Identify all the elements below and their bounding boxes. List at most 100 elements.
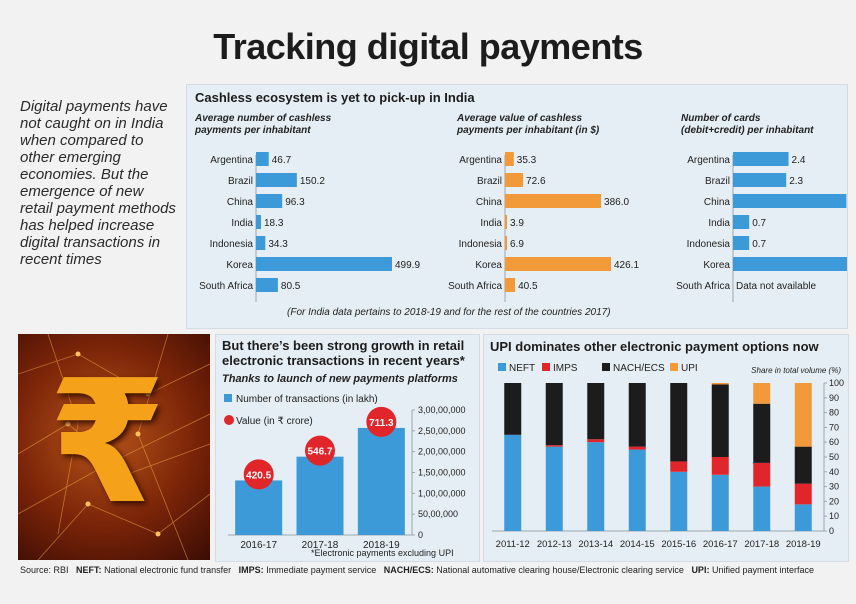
chart3-value-label: 0.7 xyxy=(752,239,766,250)
chart1-bar xyxy=(256,278,278,292)
imps-key: IMPS: xyxy=(238,565,264,575)
cashless-note: (For India data pertains to 2018-19 and … xyxy=(287,307,611,318)
source-text: Source: RBI xyxy=(20,565,69,575)
legend-nach-ecs-swatch xyxy=(602,363,610,371)
chart3-category-label: India xyxy=(708,218,730,229)
mid-ytick-label: 1,00,00,000 xyxy=(418,488,466,498)
chart2-bar xyxy=(505,152,514,166)
chart2-bar xyxy=(505,194,602,208)
stack-segment-nach-ecs xyxy=(670,383,688,462)
stack-segment-neft xyxy=(670,471,688,531)
chart2-value-label: 40.5 xyxy=(518,281,538,292)
chart2-bar xyxy=(505,236,507,250)
stack-category-label: 2013-14 xyxy=(578,539,613,550)
stack-ytick-label: 20 xyxy=(829,496,839,506)
rupee-illustration: ₹ xyxy=(18,334,210,560)
stack-segment-nach-ecs xyxy=(628,383,646,447)
stack-ytick-label: 50 xyxy=(829,452,839,462)
chart1-title: payments per inhabitant xyxy=(194,125,311,136)
stack-segment-imps xyxy=(711,457,729,475)
legend-transactions-label: Number of transactions (in lakh) xyxy=(236,394,378,405)
stack-segment-neft xyxy=(711,474,729,531)
cashless-panel: Cashless ecosystem is yet to pick-up in … xyxy=(186,84,848,329)
chart2-category-label: South Africa xyxy=(448,281,502,292)
stack-segment-nach-ecs xyxy=(711,384,729,457)
chart3-category-label: South Africa xyxy=(676,281,730,292)
chart1-value-label: 96.3 xyxy=(285,197,305,208)
stack-segment-nach-ecs xyxy=(753,403,771,463)
stack-ytick-label: 90 xyxy=(829,393,839,403)
stack-segment-neft xyxy=(545,446,563,531)
stack-ytick-label: 70 xyxy=(829,422,839,432)
chart3-bar xyxy=(733,257,847,271)
value-bubble-label: 711.3 xyxy=(369,418,394,429)
footer-source: Source: RBI NEFT: National electronic fu… xyxy=(20,565,814,575)
chart3-category-label: Argentina xyxy=(687,155,730,166)
chart2-category-label: Indonesia xyxy=(459,239,503,250)
chart1-category-label: India xyxy=(231,218,253,229)
mid-ytick-label: 0 xyxy=(418,530,423,540)
chart1-value-label: 499.9 xyxy=(395,260,420,271)
chart3-value-label: Data not available xyxy=(736,281,816,292)
chart3-category-label: Korea xyxy=(703,260,730,271)
chart2-value-label: 35.3 xyxy=(517,155,537,166)
stack-ytick-label: 10 xyxy=(829,511,839,521)
transactions-chart: Number of transactions (in lakh) Value (i… xyxy=(224,394,466,551)
legend-series-label: IMPS xyxy=(553,363,578,374)
value-bubble xyxy=(243,459,274,490)
chart1-bar xyxy=(256,152,269,166)
stack-category-label: 2011-12 xyxy=(496,539,530,550)
chart1-value-label: 46.7 xyxy=(272,155,292,166)
chart3-value-label: 2.4 xyxy=(792,155,806,166)
mid-ytick-label: 2,00,00,000 xyxy=(418,447,466,457)
chart2-value-label: 426.1 xyxy=(614,260,639,271)
chart3-value-label: 0.7 xyxy=(752,218,766,229)
cashless-heading: Cashless ecosystem is yet to pick-up in … xyxy=(195,90,475,105)
neft-key: NEFT: xyxy=(76,565,102,575)
imps-desc: Immediate payment service xyxy=(266,565,377,575)
mid-category-label: 2018-19 xyxy=(363,540,400,551)
chart1-bar xyxy=(256,257,392,271)
chart2-category-label: China xyxy=(476,197,503,208)
transactions-subheading: Thanks to launch of new payments platfor… xyxy=(222,373,458,385)
stack-segment-nach-ecs xyxy=(794,446,812,484)
mid-ytick-label: 2,50,00,000 xyxy=(418,426,466,436)
chart3-bar xyxy=(733,173,787,187)
legend-value-label: Value (in ₹ crore) xyxy=(236,416,313,427)
chart1-bar xyxy=(256,236,266,250)
chart1-value-label: 150.2 xyxy=(300,176,325,187)
chart2-value-label: 72.6 xyxy=(526,176,546,187)
chart2-bar xyxy=(505,215,507,229)
stack-ylabel: Share in total volume (%) xyxy=(751,366,841,375)
upi-heading: UPI dominates other electronic payment o… xyxy=(490,339,819,354)
chart1-category-label: Argentina xyxy=(210,155,253,166)
stack-segment-imps xyxy=(753,462,771,487)
stack-segment-imps xyxy=(670,461,688,472)
chart2-bar xyxy=(505,173,524,187)
legend-series-label: NACH/ECS xyxy=(613,363,665,374)
chart3-value-label: 2.3 xyxy=(789,176,803,187)
upi-panel: UPI dominates other electronic payment o… xyxy=(483,334,849,562)
chart1-value-label: 80.5 xyxy=(281,281,301,292)
legend-upi-swatch xyxy=(670,363,678,371)
chart2-title: Average value of cashless xyxy=(456,113,583,124)
chart2-bar xyxy=(505,278,516,292)
chart1-category-label: China xyxy=(227,197,254,208)
stack-segment-imps xyxy=(794,483,812,505)
chart3-category-label: Indonesia xyxy=(687,239,731,250)
intro-text: Digital payments have not caught on in I… xyxy=(20,98,176,268)
chart3-bar xyxy=(733,215,750,229)
legend-transactions-swatch xyxy=(224,394,232,402)
page-title: Tracking digital payments xyxy=(213,26,643,67)
chart3-bar xyxy=(733,194,847,208)
upi-key: UPI: xyxy=(691,565,710,575)
stack-segment-imps xyxy=(628,446,646,450)
chart2-value-label: 3.9 xyxy=(510,218,524,229)
chart1-category-label: Indonesia xyxy=(210,239,254,250)
stack-ytick-label: 30 xyxy=(829,482,839,492)
stack-ytick-label: 60 xyxy=(829,437,839,447)
chart1-value-label: 18.3 xyxy=(264,218,284,229)
chart1-category-label: Korea xyxy=(226,260,253,271)
network-lines-decoration xyxy=(18,334,210,560)
